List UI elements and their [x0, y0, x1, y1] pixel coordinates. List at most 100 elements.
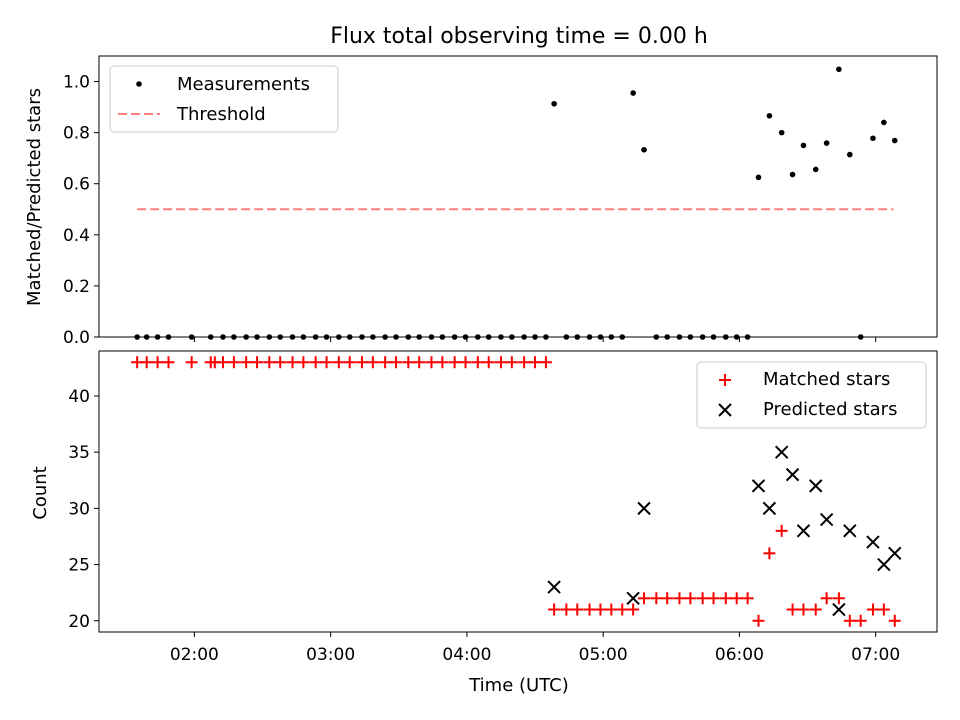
bottom-y-tick-label: 25 [68, 556, 90, 576]
matched-star-point [140, 356, 153, 369]
measurement-point [563, 334, 570, 340]
matched-star-point [505, 356, 518, 369]
legend-threshold-label: Threshold [176, 104, 266, 125]
bottom-panel: 20 25 30 35 40 02:00 03:00 04:00 05:00 06:00 07:0… [30, 350, 938, 696]
measurement-point [359, 334, 365, 340]
matched-star-point [684, 592, 697, 605]
matched-star-point [866, 603, 879, 616]
measurement-point [608, 334, 615, 340]
measurement-point [462, 334, 469, 340]
top-y-tick-label: 0.2 [63, 277, 90, 297]
predicted-star-point [785, 467, 800, 482]
matched-star-point [627, 603, 640, 616]
matched-star-point [888, 614, 901, 627]
bottom-y-tick-label: 35 [68, 443, 90, 463]
matched-star-point [459, 356, 472, 369]
matched-star-point [151, 356, 164, 369]
measurement-point [323, 334, 330, 340]
measurement-point [653, 334, 660, 340]
measurement-point [143, 334, 150, 340]
legend-predicted-label: Predicted stars [763, 399, 897, 420]
measurement-point [778, 129, 785, 136]
matched-star-point [786, 603, 799, 616]
matched-star-point [332, 356, 345, 369]
top-y-tick-label: 1.0 [63, 73, 90, 93]
measurement-point [846, 151, 853, 158]
matched-star-point [518, 356, 531, 369]
measurement-point [597, 334, 604, 340]
measurement-point [789, 171, 796, 178]
measurement-point [382, 334, 388, 340]
matched-star-point [162, 356, 175, 369]
measurement-point [289, 334, 296, 340]
top-panel: 0.0 0.2 0.4 0.6 0.8 1.0 Matched/Predicted sta… [24, 55, 938, 348]
measurement-point [710, 334, 717, 340]
predicted-star-point [877, 557, 891, 572]
matched-star-point [696, 592, 709, 605]
matched-star-point [366, 356, 379, 369]
predicted-star-point [626, 591, 640, 605]
x-axis-label: Time (UTC) [468, 675, 569, 696]
matched-star-point [854, 614, 867, 627]
measurement-point [800, 142, 807, 149]
matched-star-point [425, 356, 438, 369]
x-tick-label: 04:00 [442, 645, 491, 665]
chart-title: Flux total observing time = 0.00 h [330, 24, 708, 49]
predicted-star-point [888, 546, 902, 561]
top-y-tick-label: 0.4 [63, 226, 90, 246]
measurement-point [300, 334, 307, 340]
matched-star-point [877, 603, 890, 616]
predicted-star-point [843, 524, 857, 538]
measurement-point [220, 334, 226, 340]
bottom-legend: Matched stars Predicted stars [696, 361, 927, 429]
measurement-point [857, 334, 864, 340]
matched-star-point [185, 356, 198, 369]
top-y-tick-label: 0.0 [63, 328, 90, 348]
matched-star-point [638, 592, 651, 605]
matched-star-point [251, 356, 264, 369]
x-tick-label: 05:00 [579, 645, 628, 665]
measurement-point [485, 334, 492, 340]
bottom-y-tick-label: 40 [68, 387, 90, 407]
measurement-point [664, 334, 671, 340]
measurement-point [641, 146, 647, 153]
measurement-point [312, 334, 319, 340]
matched-star-point [605, 603, 618, 616]
legend-predicted-marker [718, 403, 732, 417]
x-tick-label: 02:00 [170, 645, 219, 665]
measurement-point [336, 334, 342, 340]
measurement-point [370, 334, 376, 340]
measurement-point [836, 66, 842, 73]
measurement-point [243, 334, 249, 340]
legend-matched-label: Matched stars [763, 369, 890, 390]
measurement-point [676, 334, 683, 340]
predicted-star-point [762, 501, 777, 516]
measurement-point [532, 334, 538, 340]
matched-star-point [390, 356, 403, 369]
predicted-star-point [832, 602, 846, 617]
measurement-point [498, 334, 504, 340]
measurement-point [521, 334, 527, 340]
matched-star-point [413, 356, 426, 369]
measurement-point [277, 334, 284, 340]
top-y-tick-label: 0.8 [63, 124, 90, 144]
matched-star-point [809, 603, 822, 616]
matched-star-point [719, 592, 732, 605]
matched-star-point [741, 592, 754, 605]
matched-stars-points [131, 356, 901, 627]
measurement-point [766, 112, 773, 119]
bottom-y-tick-label: 20 [68, 612, 90, 632]
top-plot-frame [98, 55, 938, 338]
measurement-point [165, 334, 172, 340]
matched-star-point [752, 614, 765, 627]
measurement-point [416, 334, 423, 340]
matched-star-point [309, 356, 322, 369]
measurement-point [823, 140, 830, 146]
measurement-point [699, 334, 706, 340]
measurement-point [451, 334, 458, 340]
top-y-ticks: 0.0 0.2 0.4 0.6 0.8 1.0 [63, 73, 99, 348]
matched-star-point [594, 603, 607, 616]
measurement-point [733, 334, 740, 340]
measurement-point [812, 166, 819, 173]
